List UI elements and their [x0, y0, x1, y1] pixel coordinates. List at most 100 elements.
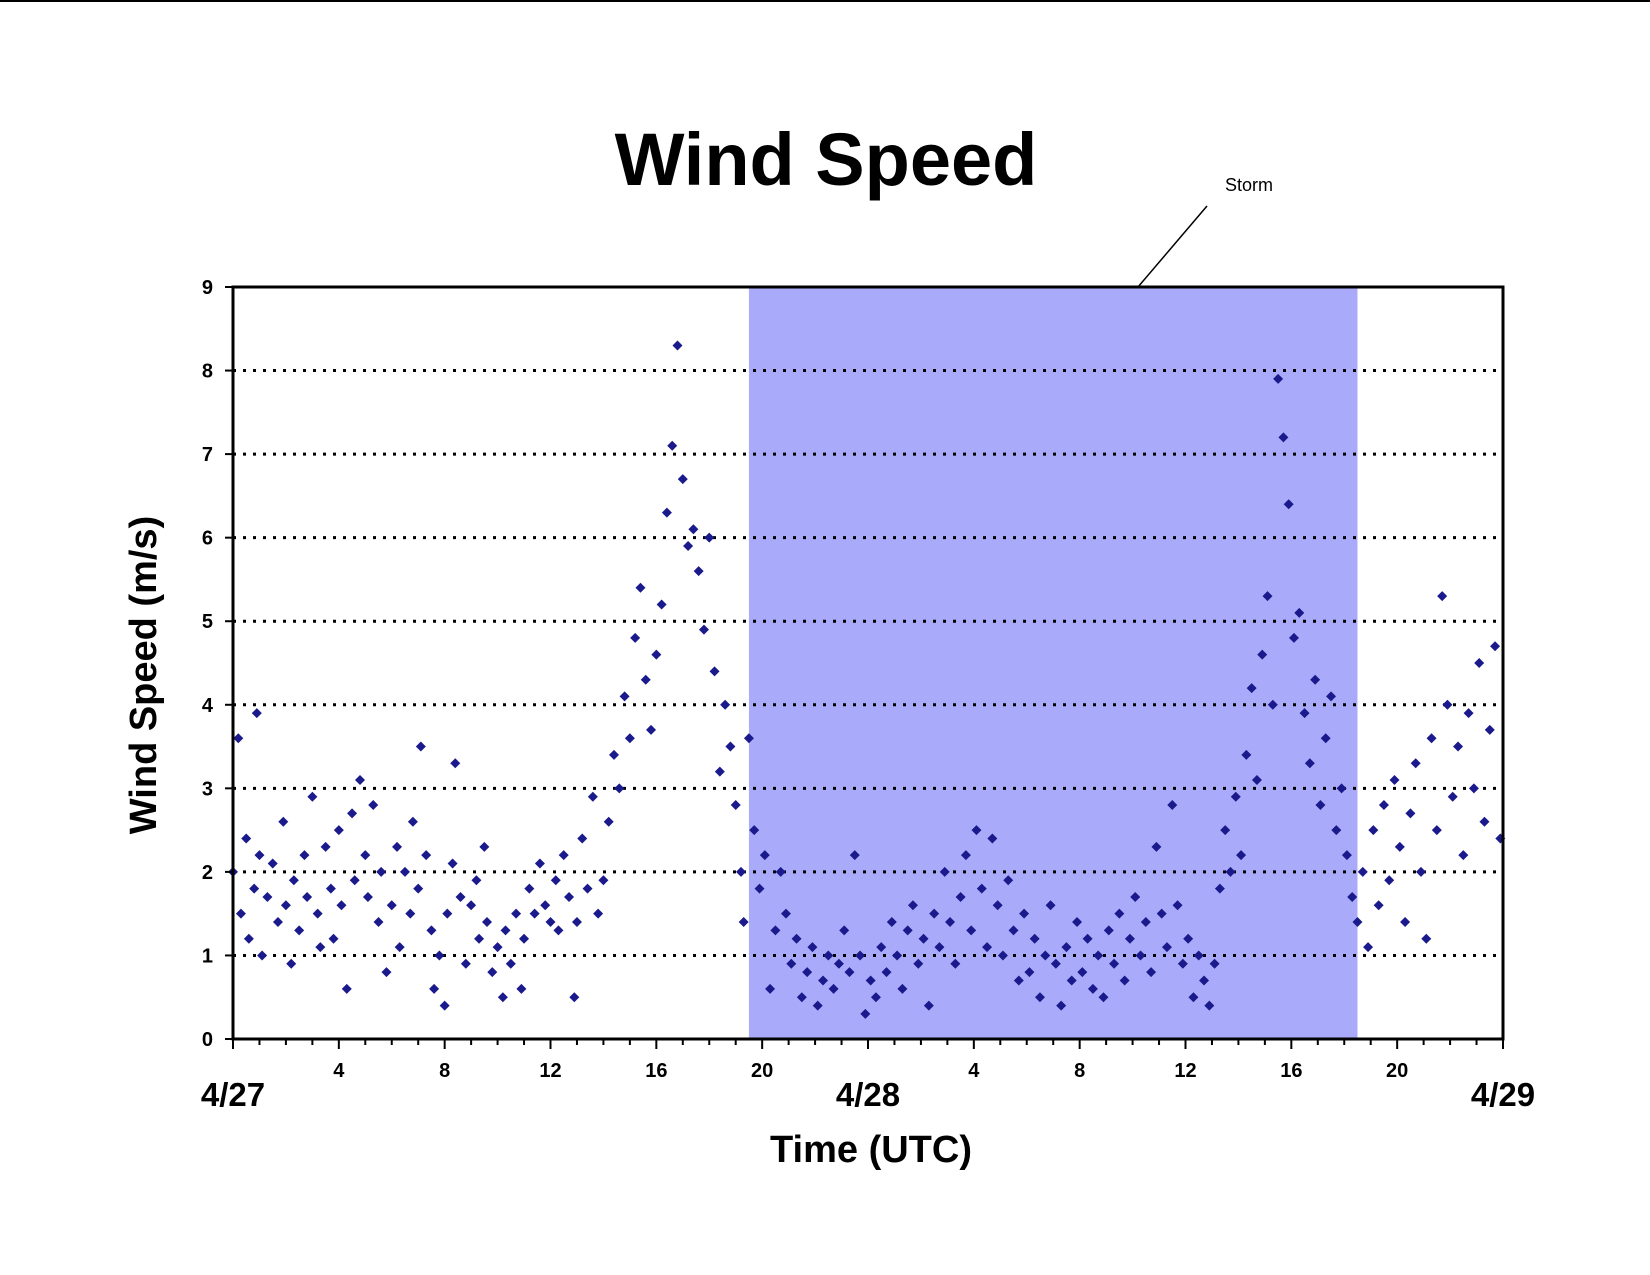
data-point — [1045, 900, 1056, 911]
data-point — [1236, 850, 1247, 861]
x-tick-label: 4 — [968, 1060, 980, 1082]
data-point — [698, 624, 709, 635]
date-labels: 4/27 4/28 4/29 — [201, 1076, 1535, 1113]
data-point — [1119, 975, 1130, 986]
data-point — [1034, 992, 1045, 1003]
data-point — [807, 942, 818, 953]
data-point — [1490, 641, 1501, 652]
data-point — [754, 883, 765, 894]
data-point — [770, 925, 781, 936]
data-point — [1326, 691, 1337, 702]
data-point — [1400, 917, 1411, 928]
data-point — [796, 992, 807, 1003]
data-point — [865, 975, 876, 986]
data-point — [1040, 950, 1051, 961]
data-point — [651, 649, 662, 660]
data-point — [1246, 683, 1257, 694]
data-point — [1177, 958, 1188, 969]
data-point — [849, 850, 860, 861]
data-point — [1437, 591, 1448, 602]
data-point — [312, 908, 323, 919]
data-point — [373, 917, 384, 928]
data-point — [1056, 1000, 1067, 1011]
x-axis-ticks: 4 8 12 16 20 4 8 12 16 20 — [232, 1039, 1504, 1082]
data-point — [1394, 841, 1405, 852]
data-point — [251, 708, 262, 719]
data-point — [765, 983, 776, 994]
data-point — [1130, 891, 1141, 902]
gridlines — [233, 369, 1503, 957]
data-point — [500, 925, 511, 936]
data-point — [929, 908, 940, 919]
data-point — [407, 816, 418, 827]
data-point — [736, 866, 746, 877]
x-tick-label: 4 — [333, 1060, 345, 1082]
data-point — [1019, 908, 1030, 919]
data-point — [241, 833, 252, 844]
data-point — [545, 917, 556, 928]
data-point — [730, 800, 741, 811]
data-point — [1008, 925, 1019, 936]
data-point — [677, 474, 688, 485]
data-point — [1421, 933, 1432, 944]
data-point — [1426, 733, 1437, 744]
data-point — [564, 891, 575, 902]
data-point — [1257, 649, 1268, 660]
x-tick-label: 16 — [645, 1060, 667, 1082]
data-point — [870, 992, 881, 1003]
data-point — [1151, 841, 1162, 852]
data-point — [1273, 373, 1284, 384]
data-point — [603, 816, 614, 827]
y-tick-label: 0 — [202, 1029, 213, 1051]
data-point — [1294, 607, 1305, 618]
data-point — [1066, 975, 1077, 986]
data-point — [429, 983, 440, 994]
data-point — [328, 933, 339, 944]
data-point — [709, 666, 720, 677]
data-point — [614, 783, 625, 794]
data-point — [1458, 850, 1469, 861]
data-point — [257, 950, 268, 961]
data-point — [302, 891, 313, 902]
data-point — [1061, 942, 1072, 953]
data-point — [1442, 699, 1453, 710]
x-tick-label: 12 — [539, 1060, 561, 1082]
data-point — [254, 850, 265, 861]
data-point — [1172, 900, 1183, 911]
data-point — [450, 758, 461, 769]
data-point — [688, 524, 699, 535]
data-point — [376, 866, 387, 877]
data-point — [945, 917, 956, 928]
data-point — [349, 875, 360, 886]
data-point — [1415, 866, 1426, 877]
data-point — [447, 858, 458, 869]
data-point — [839, 925, 850, 936]
data-point — [1003, 875, 1014, 886]
y-axis-ticks: 0 1 2 3 4 5 6 7 8 9 — [202, 277, 233, 1051]
x-axis-label: Time (UTC) — [770, 1129, 972, 1171]
data-point — [646, 724, 657, 735]
data-point — [569, 992, 580, 1003]
data-point — [341, 983, 352, 994]
data-point — [1029, 933, 1040, 944]
data-point — [960, 850, 971, 861]
data-point — [1283, 499, 1294, 510]
x-tick-label: 20 — [1386, 1060, 1408, 1082]
data-point — [1373, 900, 1384, 911]
data-point — [1209, 958, 1220, 969]
data-point — [381, 967, 392, 978]
data-point — [235, 908, 246, 919]
data-point — [725, 741, 736, 752]
x-tick-label: 12 — [1174, 1060, 1196, 1082]
data-point — [1299, 708, 1310, 719]
y-tick-label: 4 — [202, 695, 214, 717]
data-point — [1336, 783, 1347, 794]
data-point — [791, 933, 802, 944]
data-point — [1352, 917, 1363, 928]
data-point — [442, 908, 453, 919]
y-tick-label: 2 — [202, 862, 213, 884]
data-point — [558, 850, 569, 861]
data-point — [582, 883, 593, 894]
data-point — [966, 925, 977, 936]
storm-shaded-region — [748, 287, 1358, 1039]
